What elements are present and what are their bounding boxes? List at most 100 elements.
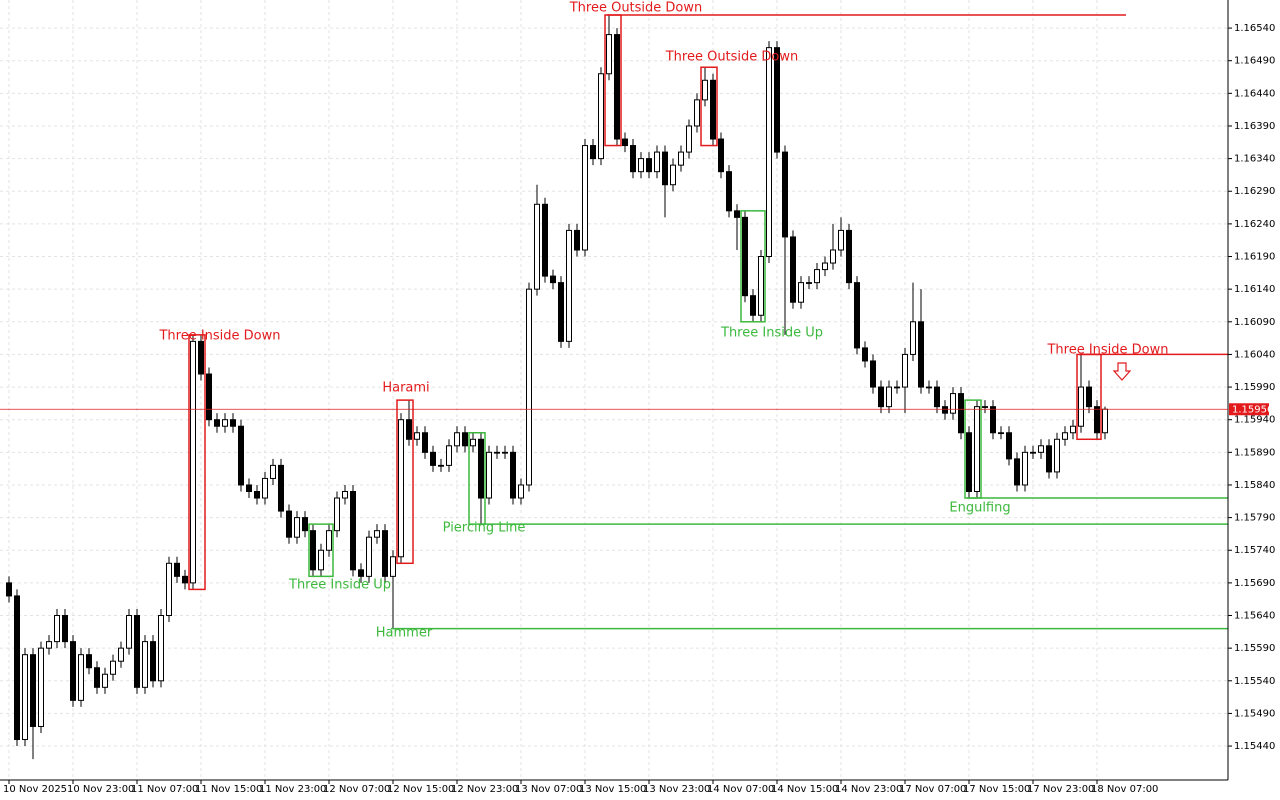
pattern-label: Three Inside Down <box>158 329 280 344</box>
candle-body <box>886 386 892 408</box>
candle-body <box>838 229 844 251</box>
x-tick-label: 12 Nov 23:00 <box>451 784 518 795</box>
sell-arrow <box>1112 362 1132 381</box>
candle-body <box>166 562 172 617</box>
candle-body <box>342 490 348 499</box>
pattern-label: Hammer <box>376 626 433 641</box>
pattern-box <box>468 432 486 525</box>
candle-body <box>742 216 748 297</box>
x-tick-label: 13 Nov 15:00 <box>579 784 646 795</box>
candle-body <box>174 562 180 577</box>
x-tick-label: 14 Nov 23:00 <box>835 784 902 795</box>
candle-body <box>262 477 268 499</box>
candle-body <box>894 386 900 389</box>
candle-body <box>1094 406 1100 434</box>
candle-body <box>326 530 332 551</box>
candle-body <box>430 451 436 466</box>
candle-body <box>998 432 1004 435</box>
candle-body <box>406 419 412 440</box>
pattern-label: Engulfing <box>949 501 1010 516</box>
y-tick-label: 1.16490 <box>1234 56 1275 67</box>
candle-body <box>54 615 60 643</box>
y-tick-label: 1.15740 <box>1234 545 1275 556</box>
candle-body <box>1062 432 1068 440</box>
pattern-label: Three Outside Down <box>569 1 703 16</box>
candle-body <box>270 464 276 479</box>
candle-body <box>230 419 236 427</box>
x-tick-label: 14 Nov 07:00 <box>707 784 774 795</box>
candle-body <box>46 641 52 649</box>
y-tick-label: 1.16290 <box>1234 186 1275 197</box>
x-tick-label: 17 Nov 23:00 <box>1027 784 1094 795</box>
candle-body <box>222 419 228 427</box>
current-price-label: 1.15956 <box>1232 404 1273 415</box>
y-tick-label: 1.16240 <box>1234 219 1275 230</box>
y-tick-label: 1.15790 <box>1234 513 1275 524</box>
candle-body <box>974 406 980 492</box>
y-tick-label: 1.16190 <box>1234 252 1275 263</box>
x-tick-label: 14 Nov 15:00 <box>771 784 838 795</box>
candle-body <box>398 419 404 558</box>
candle-body <box>446 445 452 466</box>
candle-body <box>814 269 820 284</box>
candle-body <box>390 556 396 577</box>
candle-body <box>150 641 156 682</box>
candle-body <box>614 34 620 140</box>
candle-body <box>134 615 140 688</box>
candle-body <box>526 288 532 486</box>
candle-body <box>870 360 876 388</box>
current-price-tag <box>1229 403 1269 416</box>
candle-body <box>62 615 68 643</box>
y-tick-label: 1.15990 <box>1234 382 1275 393</box>
y-tick-label: 1.15540 <box>1234 676 1275 687</box>
candle-body <box>790 236 796 303</box>
candle-body <box>158 615 164 682</box>
candle-body <box>502 451 508 454</box>
x-tick-label: 17 Nov 15:00 <box>963 784 1030 795</box>
y-tick-label: 1.16090 <box>1234 317 1275 328</box>
candle-body <box>214 419 220 427</box>
candle-body <box>918 321 924 388</box>
candle-body <box>902 353 908 388</box>
candle-body <box>598 73 604 160</box>
candle-body <box>534 203 540 290</box>
candle-body <box>934 386 940 408</box>
candle-body <box>118 647 124 662</box>
candle-body <box>702 79 708 101</box>
x-tick-label: 10 Nov 2025 <box>3 784 67 795</box>
candle-body <box>654 151 660 173</box>
plot <box>6 14 1228 760</box>
candle-body <box>1102 408 1108 434</box>
pattern-box <box>396 399 414 565</box>
y-tick-label: 1.16040 <box>1234 349 1275 360</box>
candle-body <box>846 229 852 284</box>
candle-body <box>302 517 308 532</box>
candle-body <box>670 164 676 186</box>
y-tick-label: 1.15690 <box>1234 578 1275 589</box>
y-tick-label: 1.16340 <box>1234 154 1275 165</box>
y-tick-label: 1.15440 <box>1234 741 1275 752</box>
candle-body <box>694 99 700 127</box>
x-tick-label: 12 Nov 15:00 <box>387 784 454 795</box>
candle-body <box>1054 438 1060 473</box>
candle-body <box>734 210 740 218</box>
y-tick-label: 1.15640 <box>1234 611 1275 622</box>
candle-body <box>510 451 516 499</box>
candle-body <box>686 125 692 153</box>
candle-body <box>622 138 628 147</box>
candle-body <box>238 425 244 486</box>
candle-body <box>798 282 804 303</box>
candle-body <box>102 673 108 688</box>
y-tick-label: 1.15840 <box>1234 480 1275 491</box>
pattern-box <box>188 334 206 591</box>
candle-body <box>206 373 212 421</box>
candle-body <box>198 340 204 375</box>
candle-body <box>414 432 420 440</box>
candle-body <box>126 615 132 649</box>
candle-body <box>822 262 828 271</box>
candle-body <box>582 145 588 251</box>
candle-body <box>254 490 260 499</box>
y-tick-label: 1.16390 <box>1234 121 1275 132</box>
candle-body <box>710 79 716 140</box>
